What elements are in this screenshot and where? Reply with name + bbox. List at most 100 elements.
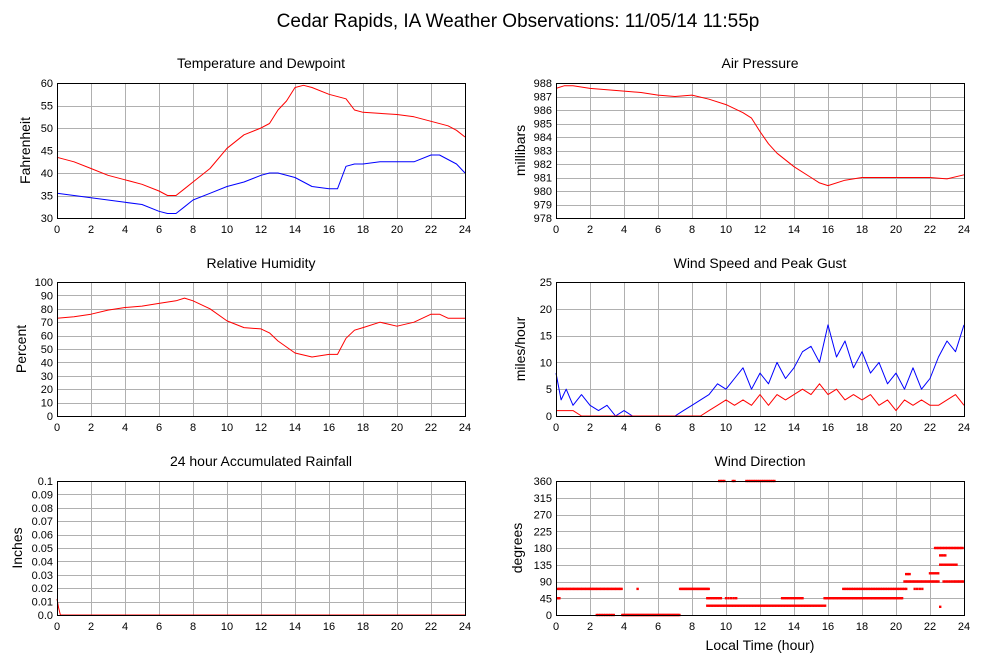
direction-point <box>781 604 784 607</box>
direction-point <box>896 587 899 591</box>
direction-point <box>929 580 932 583</box>
direction-xtick-label: 20 <box>890 621 902 633</box>
direction-point <box>598 587 602 591</box>
direction-point <box>790 604 793 607</box>
direction-point <box>791 597 794 600</box>
wind-xtick-label: 14 <box>788 422 800 434</box>
direction-point <box>747 604 750 607</box>
direction-point <box>575 587 578 591</box>
pressure-ytick-label: 981 <box>534 173 552 185</box>
page-title: Cedar Rapids, IA Weather Observations: 1… <box>277 11 760 32</box>
direction-point <box>960 580 964 583</box>
wind-xtick-label: 6 <box>655 422 661 434</box>
direction-point <box>613 587 616 591</box>
direction-point <box>706 597 709 600</box>
temp-xtick-label: 18 <box>357 224 369 236</box>
humidity-series-0-line <box>56 297 465 358</box>
pressure-xtick-label: 20 <box>890 224 902 236</box>
rain-ytick-label: 0.07 <box>32 516 53 528</box>
direction-point <box>762 604 766 607</box>
direction-point <box>884 597 887 600</box>
direction-point <box>605 587 608 591</box>
direction-point <box>868 597 871 600</box>
direction-point <box>913 587 916 591</box>
rain-xtick-label: 0 <box>54 621 60 633</box>
direction-point <box>864 597 867 600</box>
direction-point <box>741 604 744 607</box>
direction-point <box>852 587 855 591</box>
temp-frame <box>57 83 466 219</box>
temp-ytick-label: 60 <box>41 78 53 90</box>
direction-point <box>923 580 927 583</box>
pressure-ytick-label: 986 <box>534 105 552 117</box>
direction-point <box>563 587 566 591</box>
direction-point <box>949 546 952 550</box>
temp-xtick-label: 12 <box>255 224 267 236</box>
direction-point <box>842 587 845 591</box>
direction-point <box>597 587 600 591</box>
direction-point <box>875 597 878 600</box>
direction-point <box>934 580 937 583</box>
temp-xtick-label: 16 <box>323 224 335 236</box>
direction-point <box>586 587 589 591</box>
direction-point <box>767 604 770 607</box>
direction-point <box>926 580 929 583</box>
direction-point <box>776 604 779 607</box>
direction-point <box>570 587 573 591</box>
direction-point <box>709 597 712 600</box>
direction-point <box>716 604 720 607</box>
direction-point <box>732 597 735 600</box>
direction-point <box>907 580 910 583</box>
direction-point <box>930 572 934 575</box>
direction-point <box>961 546 964 550</box>
direction-point <box>752 604 755 607</box>
pressure-ytick-label: 982 <box>534 159 552 171</box>
direction-point <box>962 580 965 583</box>
direction-point <box>753 604 756 607</box>
direction-ytick-label: 315 <box>534 493 552 505</box>
direction-point <box>718 597 721 600</box>
direction-ytick-label: 270 <box>534 510 552 522</box>
direction-point <box>898 587 901 591</box>
direction-point <box>814 604 818 607</box>
direction-point <box>940 554 944 557</box>
direction-point <box>916 587 919 591</box>
direction-point <box>846 597 849 600</box>
pressure-xtick-label: 22 <box>924 224 936 236</box>
direction-point <box>729 604 732 607</box>
direction-ytick-label: 90 <box>540 577 552 589</box>
temp-xtick-label: 24 <box>459 224 471 236</box>
direction-point <box>782 597 786 600</box>
temp-xtick-label: 14 <box>289 224 301 236</box>
direction-point <box>721 604 724 607</box>
direction-point <box>944 554 947 557</box>
direction-point <box>888 597 892 600</box>
humidity-xtick-label: 24 <box>459 422 471 434</box>
direction-point <box>813 604 816 607</box>
direction-point <box>932 572 936 575</box>
direction-point <box>765 604 769 607</box>
temp-chart-title: Temperature and Dewpoint <box>177 55 345 71</box>
humidity-ytick-label: 40 <box>41 357 53 369</box>
rain-ytick-label: 0.08 <box>32 503 53 515</box>
direction-point <box>620 587 623 591</box>
humidity-xtick-label: 8 <box>190 422 196 434</box>
direction-point <box>609 587 612 591</box>
direction-point <box>727 597 730 600</box>
direction-point <box>949 580 952 583</box>
pressure-frame <box>556 83 965 219</box>
direction-point <box>847 597 851 600</box>
direction-point <box>619 587 622 591</box>
direction-point <box>612 587 615 591</box>
humidity-xtick-label: 18 <box>357 422 369 434</box>
direction-point <box>858 597 862 600</box>
direction-point <box>881 597 885 600</box>
direction-point <box>887 597 890 600</box>
rain-xtick-label: 24 <box>459 621 471 633</box>
direction-point <box>856 597 859 600</box>
direction-xtick-label: 24 <box>958 621 970 633</box>
pressure-xtick-label: 2 <box>587 224 593 236</box>
humidity-ytick-label: 70 <box>41 317 53 329</box>
